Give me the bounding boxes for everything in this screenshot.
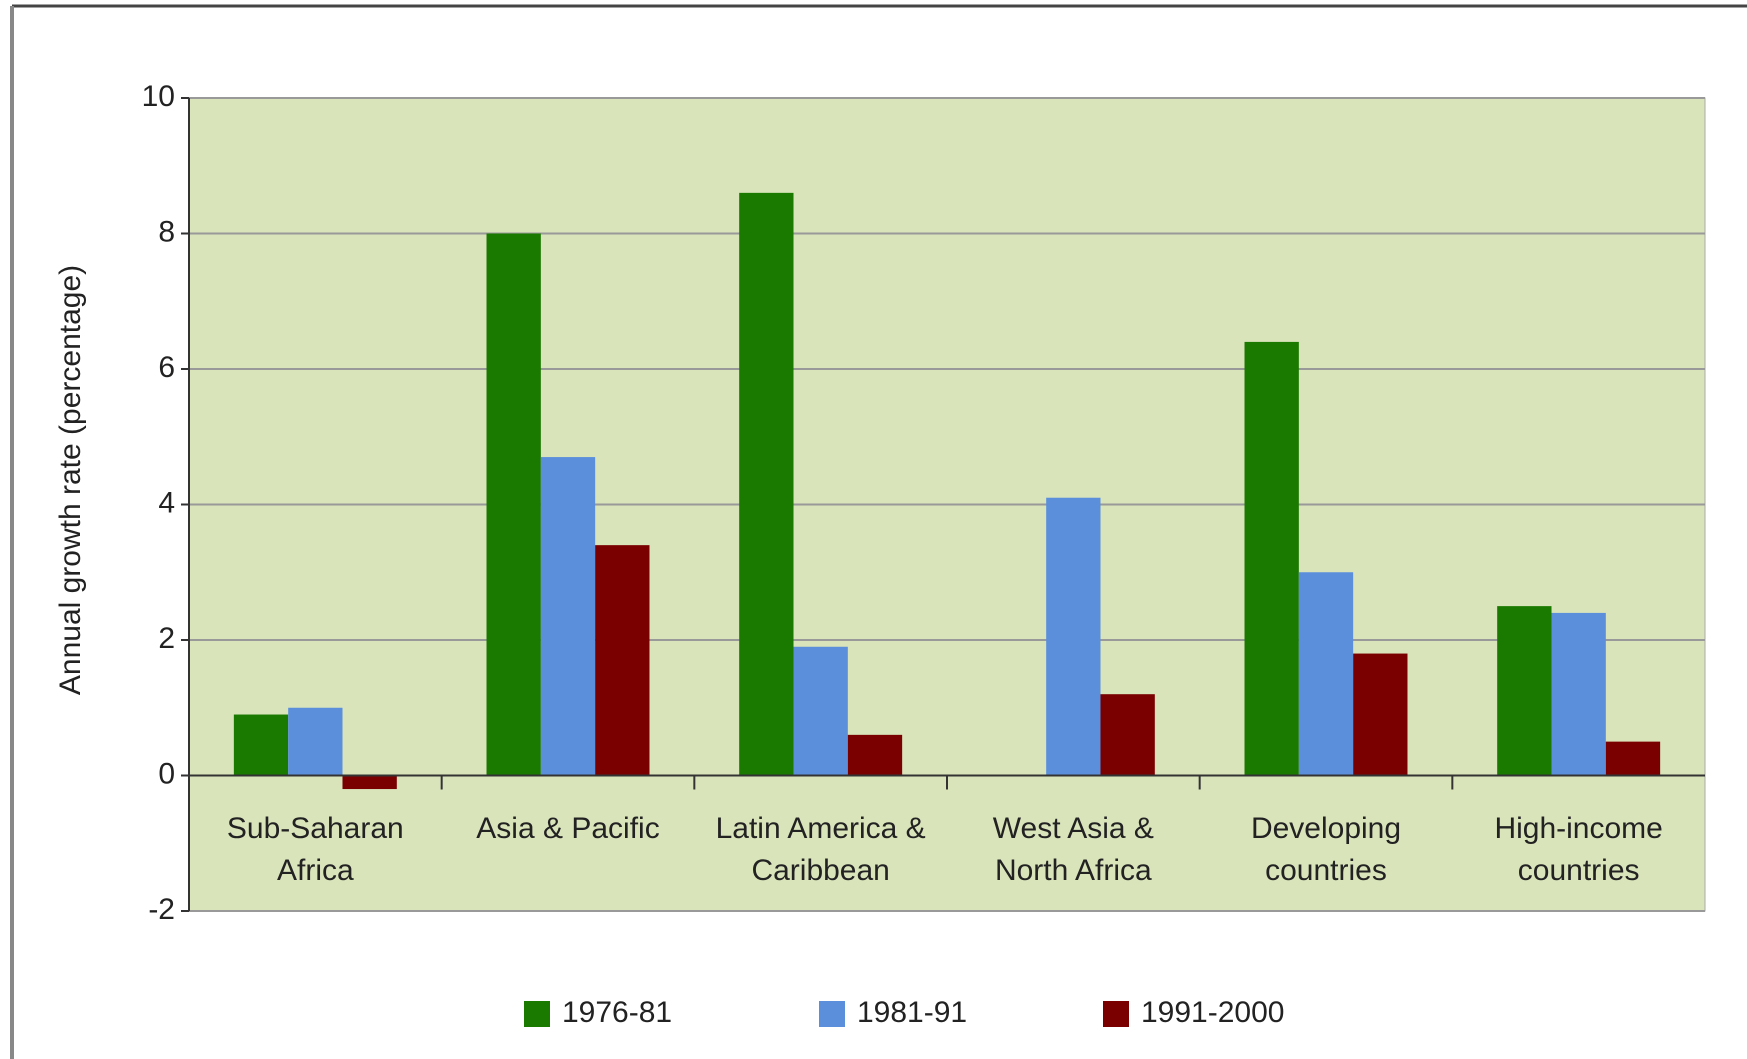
y-tick-label: -2 [148, 893, 175, 926]
legend-swatch [1103, 1001, 1129, 1027]
bar [847, 734, 903, 776]
y-tick-label: 2 [158, 622, 175, 655]
legend-label: 1976-81 [562, 996, 672, 1029]
bar [739, 192, 794, 776]
y-tick-label: 0 [158, 757, 175, 790]
y-axis-label: Annual growth rate (percentage) [54, 265, 87, 695]
x-tick-label: West Asia & North Africa [992, 812, 1154, 887]
bar [288, 707, 343, 776]
bar [1353, 653, 1408, 776]
bar [1298, 572, 1354, 776]
legend-label: 1991-2000 [1141, 996, 1284, 1029]
bar [1551, 612, 1606, 776]
legend-swatch [524, 1001, 550, 1027]
y-tick-label: 4 [158, 486, 175, 519]
legend-swatch [819, 1001, 845, 1027]
bar [1605, 741, 1661, 776]
bar [1100, 694, 1155, 776]
bar [486, 233, 541, 776]
bar [1244, 341, 1299, 776]
x-tick-label: Developing countries [1250, 812, 1402, 887]
x-tick-label: Sub-Saharan Africa [226, 812, 404, 887]
x-tick-label: Latin America & Caribbean [715, 812, 926, 887]
bar [233, 714, 289, 776]
x-tick-label: High-income countries [1494, 812, 1663, 887]
legend-label: 1981-91 [857, 996, 967, 1029]
x-tick-label: Asia & Pacific [476, 812, 660, 845]
y-tick-label: 10 [142, 80, 175, 113]
bar [1497, 606, 1552, 776]
bar [1046, 497, 1101, 776]
bar [793, 646, 848, 776]
y-tick-label: 6 [158, 351, 175, 384]
bar [595, 545, 650, 776]
y-tick-label: 8 [158, 215, 175, 248]
bar [540, 457, 596, 776]
bar [342, 775, 397, 790]
